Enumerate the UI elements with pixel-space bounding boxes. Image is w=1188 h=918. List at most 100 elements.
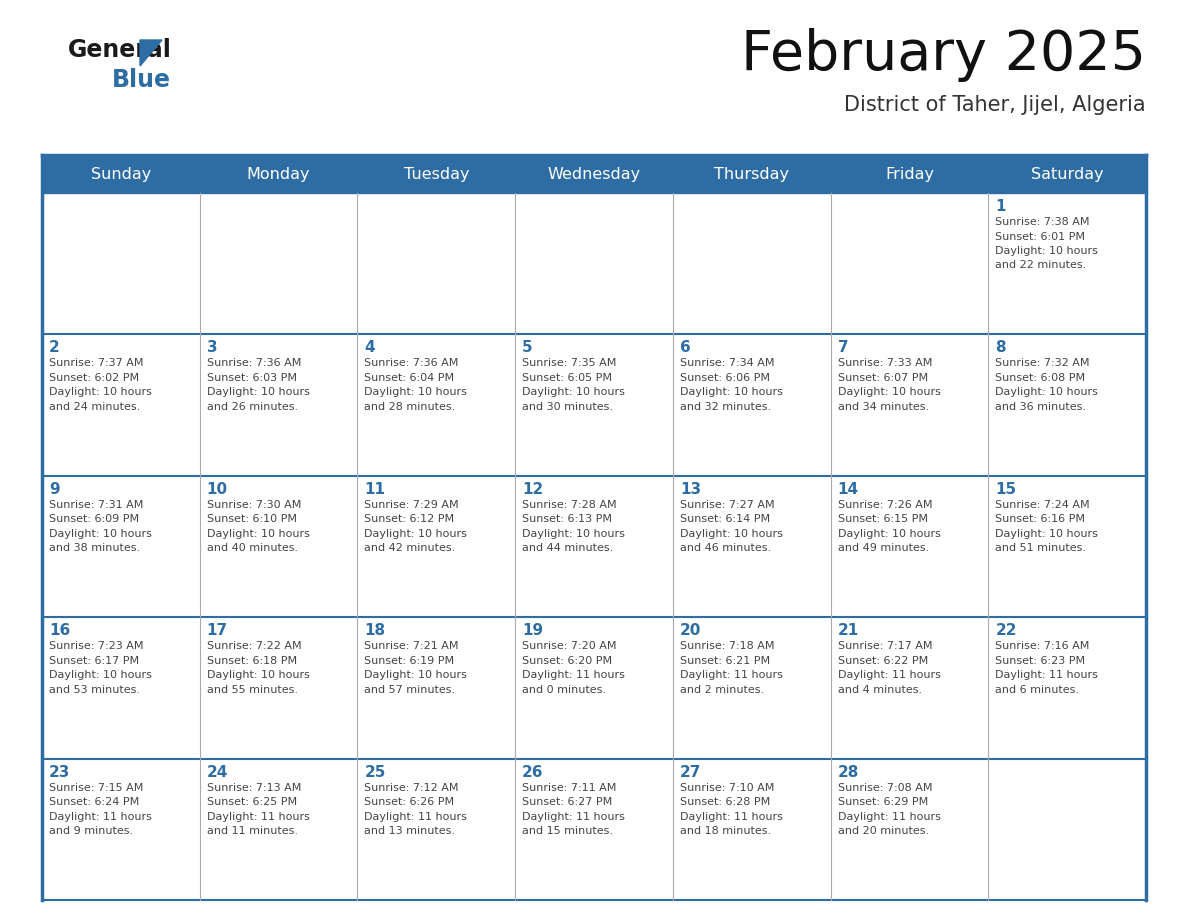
Bar	[358, 476, 516, 617]
Text: 15: 15	[996, 482, 1017, 497]
Text: and 57 minutes.: and 57 minutes.	[365, 685, 455, 695]
Text: Monday: Monday	[247, 166, 310, 182]
Bar	[358, 758, 516, 900]
Text: Daylight: 10 hours: Daylight: 10 hours	[49, 529, 152, 539]
Text: and 46 minutes.: and 46 minutes.	[680, 543, 771, 554]
Text: Sunrise: 7:33 AM: Sunrise: 7:33 AM	[838, 358, 931, 368]
Text: and 26 minutes.: and 26 minutes.	[207, 402, 298, 412]
Bar	[42, 758, 200, 900]
Bar	[988, 155, 1146, 193]
Text: Sunset: 6:04 PM: Sunset: 6:04 PM	[365, 373, 455, 383]
Text: Daylight: 10 hours: Daylight: 10 hours	[49, 670, 152, 680]
Text: 6: 6	[680, 341, 690, 355]
Text: Sunrise: 7:16 AM: Sunrise: 7:16 AM	[996, 641, 1089, 651]
Text: Daylight: 10 hours: Daylight: 10 hours	[49, 387, 152, 397]
Text: Sunset: 6:28 PM: Sunset: 6:28 PM	[680, 797, 770, 807]
Bar	[672, 476, 830, 617]
Text: Sunrise: 7:29 AM: Sunrise: 7:29 AM	[365, 499, 459, 509]
Text: 24: 24	[207, 765, 228, 779]
Bar	[358, 155, 516, 193]
Text: Daylight: 10 hours: Daylight: 10 hours	[680, 387, 783, 397]
Text: Sunset: 6:15 PM: Sunset: 6:15 PM	[838, 514, 928, 524]
Text: Tuesday: Tuesday	[404, 166, 469, 182]
Text: and 30 minutes.: and 30 minutes.	[523, 402, 613, 412]
Text: and 20 minutes.: and 20 minutes.	[838, 826, 929, 836]
Text: 21: 21	[838, 623, 859, 638]
Bar	[358, 193, 516, 334]
Text: and 18 minutes.: and 18 minutes.	[680, 826, 771, 836]
Bar	[200, 334, 358, 476]
Text: Sunrise: 7:36 AM: Sunrise: 7:36 AM	[365, 358, 459, 368]
Text: and 40 minutes.: and 40 minutes.	[207, 543, 298, 554]
Text: and 53 minutes.: and 53 minutes.	[49, 685, 140, 695]
Text: Sunset: 6:24 PM: Sunset: 6:24 PM	[49, 797, 139, 807]
Text: Daylight: 11 hours: Daylight: 11 hours	[680, 670, 783, 680]
Text: Saturday: Saturday	[1031, 166, 1104, 182]
Text: 13: 13	[680, 482, 701, 497]
Text: 23: 23	[49, 765, 70, 779]
Text: Sunset: 6:12 PM: Sunset: 6:12 PM	[365, 514, 455, 524]
Text: and 51 minutes.: and 51 minutes.	[996, 543, 1086, 554]
Text: Sunrise: 7:28 AM: Sunrise: 7:28 AM	[523, 499, 617, 509]
Text: and 15 minutes.: and 15 minutes.	[523, 826, 613, 836]
Text: Daylight: 11 hours: Daylight: 11 hours	[523, 670, 625, 680]
Bar	[672, 334, 830, 476]
Text: Sunset: 6:05 PM: Sunset: 6:05 PM	[523, 373, 612, 383]
Text: Sunset: 6:29 PM: Sunset: 6:29 PM	[838, 797, 928, 807]
Text: and 42 minutes.: and 42 minutes.	[365, 543, 456, 554]
Text: Daylight: 11 hours: Daylight: 11 hours	[365, 812, 467, 822]
Text: and 32 minutes.: and 32 minutes.	[680, 402, 771, 412]
Bar	[516, 155, 672, 193]
Bar	[358, 617, 516, 758]
Text: Thursday: Thursday	[714, 166, 789, 182]
Text: Daylight: 10 hours: Daylight: 10 hours	[680, 529, 783, 539]
Text: Sunrise: 7:34 AM: Sunrise: 7:34 AM	[680, 358, 775, 368]
Text: Wednesday: Wednesday	[548, 166, 640, 182]
Text: Sunrise: 7:36 AM: Sunrise: 7:36 AM	[207, 358, 301, 368]
Text: and 9 minutes.: and 9 minutes.	[49, 826, 133, 836]
Bar	[672, 758, 830, 900]
Text: Sunset: 6:08 PM: Sunset: 6:08 PM	[996, 373, 1086, 383]
Text: Sunset: 6:09 PM: Sunset: 6:09 PM	[49, 514, 139, 524]
Bar	[672, 617, 830, 758]
Text: and 34 minutes.: and 34 minutes.	[838, 402, 929, 412]
Text: 17: 17	[207, 623, 228, 638]
Bar	[42, 193, 200, 334]
Text: Friday: Friday	[885, 166, 934, 182]
Text: Daylight: 10 hours: Daylight: 10 hours	[365, 387, 467, 397]
Text: Sunset: 6:22 PM: Sunset: 6:22 PM	[838, 655, 928, 666]
Bar	[672, 193, 830, 334]
Bar	[988, 334, 1146, 476]
Bar	[830, 155, 988, 193]
Text: Daylight: 11 hours: Daylight: 11 hours	[523, 812, 625, 822]
Text: 2: 2	[49, 341, 59, 355]
Bar	[42, 334, 200, 476]
Text: Sunset: 6:26 PM: Sunset: 6:26 PM	[365, 797, 455, 807]
Text: Sunset: 6:23 PM: Sunset: 6:23 PM	[996, 655, 1086, 666]
Text: Sunset: 6:17 PM: Sunset: 6:17 PM	[49, 655, 139, 666]
Text: 10: 10	[207, 482, 228, 497]
Text: Daylight: 11 hours: Daylight: 11 hours	[680, 812, 783, 822]
Text: 9: 9	[49, 482, 59, 497]
Text: and 44 minutes.: and 44 minutes.	[523, 543, 613, 554]
Text: Daylight: 10 hours: Daylight: 10 hours	[207, 670, 310, 680]
Text: 25: 25	[365, 765, 386, 779]
Text: 7: 7	[838, 341, 848, 355]
Text: and 22 minutes.: and 22 minutes.	[996, 261, 1087, 271]
Text: and 11 minutes.: and 11 minutes.	[207, 826, 298, 836]
Bar	[42, 617, 200, 758]
Text: Sunrise: 7:37 AM: Sunrise: 7:37 AM	[49, 358, 144, 368]
Text: Sunrise: 7:18 AM: Sunrise: 7:18 AM	[680, 641, 775, 651]
Text: Sunrise: 7:35 AM: Sunrise: 7:35 AM	[523, 358, 617, 368]
Bar	[516, 193, 672, 334]
Text: Daylight: 10 hours: Daylight: 10 hours	[523, 387, 625, 397]
Text: Sunrise: 7:26 AM: Sunrise: 7:26 AM	[838, 499, 933, 509]
Bar	[200, 758, 358, 900]
Text: and 36 minutes.: and 36 minutes.	[996, 402, 1086, 412]
Text: Sunset: 6:19 PM: Sunset: 6:19 PM	[365, 655, 455, 666]
Text: Sunset: 6:14 PM: Sunset: 6:14 PM	[680, 514, 770, 524]
Text: Sunset: 6:21 PM: Sunset: 6:21 PM	[680, 655, 770, 666]
Text: and 28 minutes.: and 28 minutes.	[365, 402, 456, 412]
Text: Sunrise: 7:30 AM: Sunrise: 7:30 AM	[207, 499, 301, 509]
Text: Sunrise: 7:22 AM: Sunrise: 7:22 AM	[207, 641, 302, 651]
